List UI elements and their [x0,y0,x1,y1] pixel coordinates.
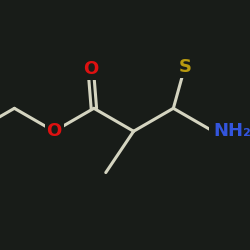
Text: O: O [83,60,98,78]
Text: NH₂: NH₂ [213,122,250,140]
Text: S: S [178,58,191,76]
Text: O: O [46,122,62,140]
